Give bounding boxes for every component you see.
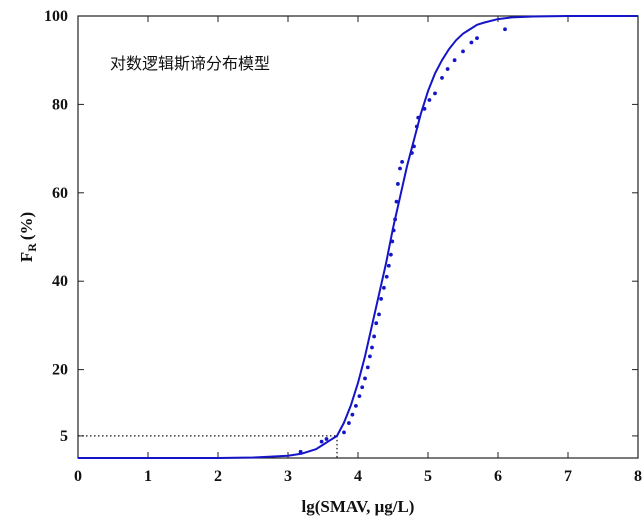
data-point xyxy=(357,394,362,399)
y-tick-label: 5 xyxy=(60,428,68,445)
data-point xyxy=(363,376,367,381)
data-point xyxy=(416,115,421,120)
y-tick-label: 100 xyxy=(44,8,68,25)
data-point xyxy=(398,166,402,171)
y-axis-title-main: F xyxy=(17,252,36,262)
data-point xyxy=(445,67,450,71)
data-point xyxy=(365,365,370,370)
data-point xyxy=(319,439,324,444)
data-point xyxy=(370,345,374,350)
y-axis-title-subscript: R xyxy=(25,243,39,252)
data-point xyxy=(342,430,346,435)
x-axis-title: lg(SMAV, μg/L) xyxy=(302,497,415,516)
data-point xyxy=(374,321,379,326)
data-point xyxy=(396,182,400,186)
x-tick-label: 6 xyxy=(494,468,502,485)
x-tick-label: 7 xyxy=(564,468,572,485)
data-point xyxy=(350,412,355,417)
x-tick-label: 4 xyxy=(354,468,362,485)
x-tick-label: 3 xyxy=(284,468,292,485)
data-point xyxy=(461,49,465,54)
data-point xyxy=(433,91,437,96)
data-points-layer xyxy=(298,27,507,454)
fitted-curve-layer xyxy=(78,15,638,459)
data-point xyxy=(377,312,381,317)
y-axis-title: FR (%) xyxy=(17,212,39,262)
data-point xyxy=(354,403,358,408)
x-tick-label: 0 xyxy=(74,468,82,485)
data-point xyxy=(394,199,399,204)
data-point xyxy=(469,40,474,45)
data-point xyxy=(410,151,414,155)
data-point xyxy=(400,159,404,164)
data-point xyxy=(386,263,391,268)
data-point xyxy=(360,385,365,390)
fitted-curve xyxy=(78,15,638,459)
data-point xyxy=(347,421,351,425)
ticks-layer: 0 1 2 3 4 5 6 7 8 5 20 40 60 80 100 xyxy=(44,8,642,485)
data-point xyxy=(412,144,416,149)
data-point xyxy=(298,449,303,454)
data-point xyxy=(389,252,393,257)
data-point xyxy=(475,36,479,40)
y-tick-label: 40 xyxy=(52,273,68,290)
data-point xyxy=(452,58,457,63)
y-axis-title-unit: (%) xyxy=(17,212,36,240)
data-point xyxy=(384,274,389,279)
plot-frame xyxy=(77,15,639,459)
data-point xyxy=(390,239,395,244)
model-annotation: 对数逻辑斯谛分布模型 xyxy=(110,54,270,73)
data-point xyxy=(391,228,396,233)
x-tick-label: 1 xyxy=(144,468,152,485)
y-tick-label: 80 xyxy=(52,96,68,113)
data-point xyxy=(372,334,376,339)
x-tick-label: 2 xyxy=(214,468,222,485)
y-tick-label: 60 xyxy=(52,185,68,202)
data-point xyxy=(427,98,432,102)
reference-lines xyxy=(78,435,338,458)
data-point xyxy=(379,296,383,301)
data-point xyxy=(440,75,444,80)
x-tick-label: 8 xyxy=(634,468,642,485)
data-point xyxy=(414,124,419,129)
data-point xyxy=(368,354,372,359)
data-point xyxy=(422,106,427,111)
y-tick-label: 20 xyxy=(52,362,68,379)
data-point xyxy=(393,217,397,222)
data-point xyxy=(324,437,329,441)
x-tick-label: 5 xyxy=(424,468,432,485)
data-point xyxy=(503,27,507,32)
data-point xyxy=(382,285,386,290)
